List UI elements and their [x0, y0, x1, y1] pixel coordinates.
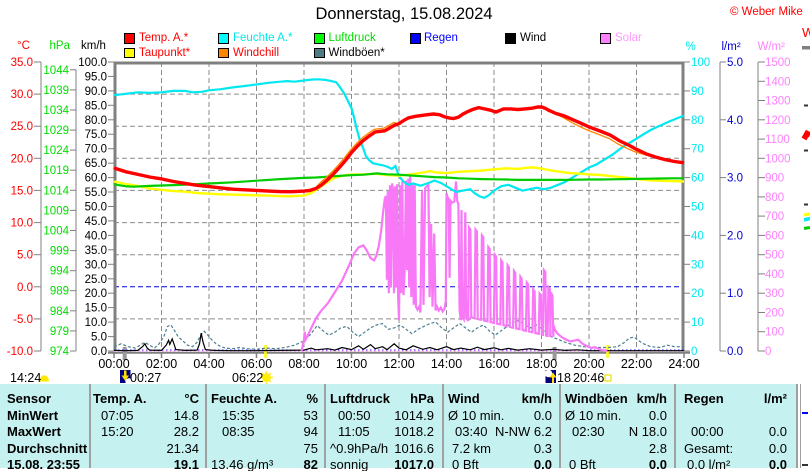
svg-text:24:00: 24:00: [668, 357, 699, 371]
svg-text:600: 600: [765, 230, 784, 242]
svg-text:2.0: 2.0: [727, 230, 743, 242]
svg-text:1300: 1300: [765, 96, 791, 108]
svg-text:0.0: 0.0: [727, 346, 743, 358]
svg-text:10:00: 10:00: [336, 357, 367, 371]
svg-text:200: 200: [765, 308, 784, 320]
svg-text:90.0: 90.0: [85, 86, 107, 98]
svg-text:1400: 1400: [765, 76, 791, 88]
svg-text:85.0: 85.0: [85, 100, 107, 112]
svg-text:20.0: 20.0: [85, 288, 107, 300]
svg-text:70.0: 70.0: [85, 144, 107, 156]
svg-text:100: 100: [691, 57, 710, 69]
svg-text:10.0: 10.0: [11, 218, 33, 230]
svg-text:20.0: 20.0: [11, 153, 33, 165]
svg-text:300: 300: [765, 288, 784, 300]
svg-text:12:00: 12:00: [383, 357, 414, 371]
svg-text:W: W: [802, 25, 810, 40]
svg-text:1100: 1100: [765, 134, 790, 146]
svg-text:00:00: 00:00: [98, 357, 129, 371]
svg-text:-5.0: -5.0: [13, 314, 33, 326]
svg-text:35.0: 35.0: [85, 245, 107, 257]
svg-text:0: 0: [691, 346, 697, 358]
svg-text:100: 100: [765, 327, 784, 339]
svg-text:1039: 1039: [43, 85, 69, 97]
svg-text:04:00: 04:00: [193, 357, 224, 371]
svg-text:70: 70: [691, 144, 704, 156]
svg-text:40: 40: [691, 230, 704, 242]
svg-text:974: 974: [50, 346, 70, 358]
svg-text:700: 700: [765, 211, 784, 223]
svg-text:45.0: 45.0: [85, 216, 107, 228]
svg-text:3.0: 3.0: [727, 173, 743, 185]
svg-text:65.0: 65.0: [85, 158, 107, 170]
svg-text:06:00: 06:00: [241, 357, 272, 371]
svg-text:5.0: 5.0: [727, 57, 743, 69]
svg-text:0.0: 0.0: [91, 346, 107, 358]
svg-text:02:00: 02:00: [146, 357, 177, 371]
svg-text:50: 50: [691, 202, 704, 214]
svg-text:14:00: 14:00: [431, 357, 462, 371]
svg-text:979: 979: [50, 326, 69, 338]
svg-text:15.0: 15.0: [11, 185, 33, 197]
svg-text:1024: 1024: [43, 145, 69, 157]
svg-text:1200: 1200: [765, 115, 791, 127]
svg-text:989: 989: [50, 286, 69, 298]
svg-text:-10.0: -10.0: [7, 346, 33, 358]
svg-text:500: 500: [765, 250, 784, 262]
svg-text:30.0: 30.0: [85, 259, 107, 271]
svg-text:1029: 1029: [43, 125, 69, 137]
svg-text:999: 999: [50, 246, 69, 258]
svg-text:1009: 1009: [43, 205, 69, 217]
svg-text:5.0: 5.0: [91, 332, 107, 344]
svg-text:4.0: 4.0: [727, 115, 743, 127]
svg-text:22:00: 22:00: [621, 357, 652, 371]
svg-text:90: 90: [691, 86, 704, 98]
svg-text:10: 10: [691, 317, 704, 329]
svg-text:25.0: 25.0: [11, 121, 33, 133]
svg-text:50.0: 50.0: [85, 202, 107, 214]
svg-text:16:00: 16:00: [478, 357, 509, 371]
svg-text:18:00: 18:00: [526, 357, 557, 371]
svg-text:80.0: 80.0: [85, 115, 107, 127]
svg-text:40.0: 40.0: [85, 230, 107, 242]
svg-text:30.0: 30.0: [11, 89, 33, 101]
svg-text:800: 800: [765, 192, 784, 204]
svg-text:0.0: 0.0: [17, 282, 33, 294]
svg-text:15.0: 15.0: [85, 303, 107, 315]
svg-text:10.0: 10.0: [85, 317, 107, 329]
svg-text:80: 80: [691, 115, 704, 127]
svg-text:55.0: 55.0: [85, 187, 107, 199]
svg-text:60.0: 60.0: [85, 173, 107, 185]
svg-text:400: 400: [765, 269, 784, 281]
svg-text:95.0: 95.0: [85, 71, 107, 83]
svg-text:1044: 1044: [43, 65, 69, 77]
svg-text:60: 60: [691, 173, 704, 185]
svg-text:1000: 1000: [765, 153, 791, 165]
svg-text:30: 30: [691, 259, 704, 271]
svg-text:35.0: 35.0: [11, 57, 33, 69]
svg-text:994: 994: [50, 266, 70, 278]
svg-text:1019: 1019: [43, 165, 69, 177]
svg-text:900: 900: [765, 173, 784, 185]
svg-text:08:00: 08:00: [288, 357, 319, 371]
svg-text:1034: 1034: [43, 105, 69, 117]
svg-text:1500: 1500: [765, 57, 791, 69]
svg-text:20:00: 20:00: [573, 357, 604, 371]
svg-text:1004: 1004: [43, 226, 69, 238]
svg-text:1014: 1014: [43, 185, 69, 197]
svg-text:100.0: 100.0: [78, 57, 107, 69]
svg-text:75.0: 75.0: [85, 129, 107, 141]
svg-text:20: 20: [691, 288, 704, 300]
svg-text:984: 984: [50, 306, 70, 318]
svg-text:1.0: 1.0: [727, 288, 743, 300]
svg-text:0: 0: [765, 346, 771, 358]
svg-text:5.0: 5.0: [17, 250, 33, 262]
svg-text:25.0: 25.0: [85, 274, 107, 286]
